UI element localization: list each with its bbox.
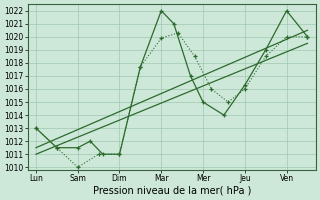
X-axis label: Pression niveau de la mer( hPa ): Pression niveau de la mer( hPa ): [92, 186, 251, 196]
